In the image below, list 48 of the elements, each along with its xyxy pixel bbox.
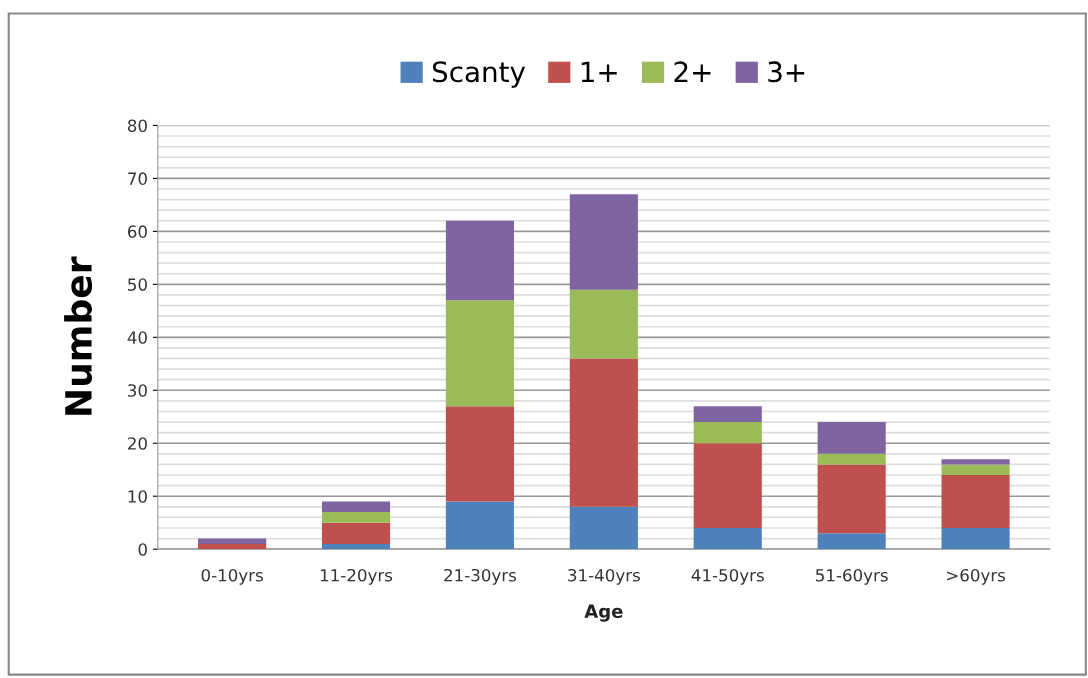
x-axis-title: Age [584, 604, 623, 622]
bar [569, 289, 638, 359]
bar [569, 506, 638, 550]
legend-label: 2+ [674, 61, 711, 82]
y-tick-label: 50 [128, 278, 147, 291]
bar [198, 538, 267, 544]
bar [817, 533, 886, 550]
bar [941, 475, 1010, 528]
bar [817, 453, 886, 465]
y-tick-label: 60 [127, 225, 147, 238]
bar [941, 527, 1010, 550]
bar [445, 300, 514, 407]
bar [321, 522, 391, 544]
bar [693, 443, 762, 528]
bar [941, 459, 1010, 465]
x-tick-label: 41-50yrs [691, 568, 764, 585]
x-tick-label: 21-30yrs [444, 568, 517, 585]
x-tick-label: 31-40yrs [568, 568, 640, 585]
bar [321, 543, 391, 550]
bar [569, 358, 638, 507]
x-tick-label: 0-10yrs [201, 568, 263, 585]
bar [941, 464, 1010, 476]
y-axis-title: Number [64, 256, 93, 415]
y-tick-label: 40 [127, 331, 147, 344]
y-tick-label: 0 [138, 543, 147, 556]
bar [569, 194, 638, 290]
x-tick-label: 11-20yrs [320, 568, 393, 585]
legend-label: Scanty [432, 61, 526, 88]
bar [445, 501, 514, 550]
legend-label: 3+ [768, 61, 805, 83]
y-tick-label: 20 [128, 437, 147, 450]
bar [321, 512, 391, 523]
y-tick-label: 70 [128, 172, 147, 185]
bar [445, 406, 514, 502]
bar [693, 527, 762, 550]
legend-label: 1+ [581, 61, 617, 82]
bar [817, 464, 886, 534]
bar [817, 422, 886, 454]
bar [321, 501, 391, 513]
x-tick-label: 51-60yrs [816, 568, 888, 585]
y-tick-label: 10 [128, 490, 147, 503]
y-tick-label: 80 [127, 119, 147, 132]
bar [445, 220, 514, 301]
bar [198, 543, 267, 550]
x-tick-label: >60yrs [947, 568, 1006, 585]
y-tick-label: 30 [128, 384, 147, 397]
bar [693, 406, 762, 423]
bar [693, 422, 762, 444]
